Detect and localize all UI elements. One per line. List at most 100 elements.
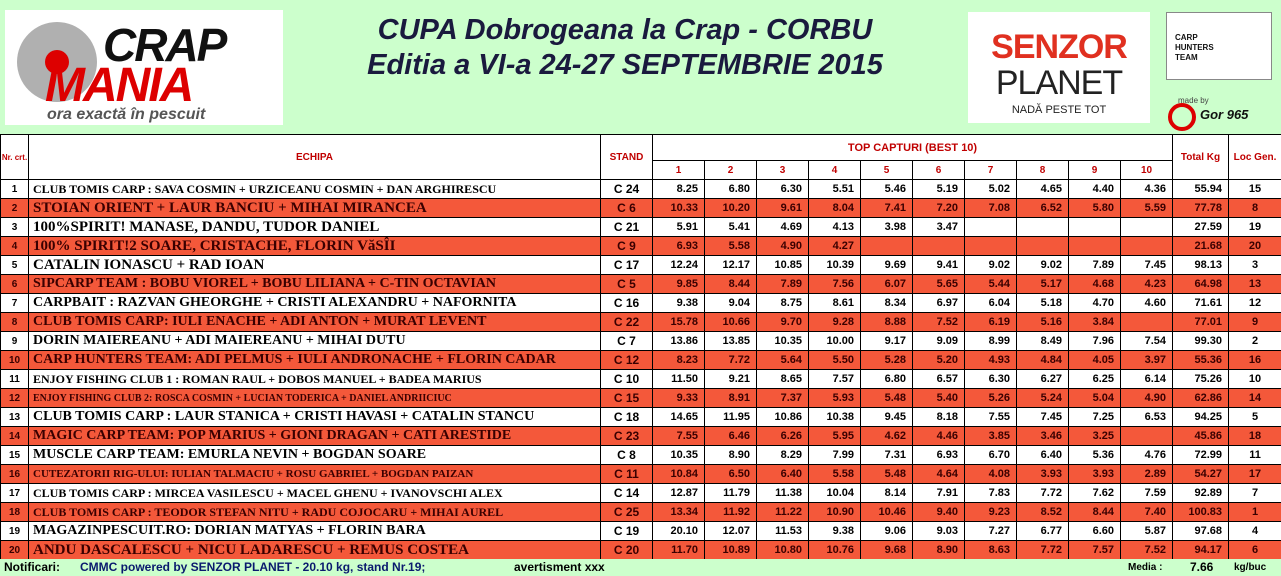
total: 21.68 bbox=[1172, 236, 1230, 256]
capture: 7.89 bbox=[1068, 255, 1121, 275]
capture: 5.16 bbox=[1016, 312, 1069, 332]
empty-cell bbox=[964, 217, 1017, 237]
team-name: CUTEZATORII RIG-ULUI: IULIAN TALMACIU + … bbox=[28, 464, 601, 484]
capture: 9.38 bbox=[652, 293, 705, 313]
table-row: 4 100% SPIRIT!2 SOARE, CRISTACHE, FLORIN … bbox=[0, 236, 1281, 256]
rank: 9 bbox=[1228, 312, 1281, 332]
total: 54.27 bbox=[1172, 464, 1230, 484]
table-head: Nr. crt. ECHIPA STAND TOP CAPTURI (BEST 10)… bbox=[0, 134, 1281, 180]
team-name: ANDU DASCALESCU + NICU LADARESCU + REMUS… bbox=[28, 540, 601, 560]
header-cell: Nr. crt. bbox=[0, 134, 29, 180]
capture: 4.40 bbox=[1068, 179, 1121, 199]
capture: 4.36 bbox=[1119, 179, 1174, 199]
capture: 5.87 bbox=[1119, 521, 1174, 541]
total: 97.68 bbox=[1172, 521, 1230, 541]
capture: 10.00 bbox=[808, 331, 861, 351]
capture: 12.24 bbox=[652, 255, 705, 275]
rank: 6 bbox=[1228, 540, 1281, 560]
capture: 7.25 bbox=[1068, 407, 1121, 427]
rank: 1 bbox=[1228, 502, 1281, 522]
title: Editia a VI-a 24-27 SEPTEMBRIE 2015 bbox=[367, 49, 883, 81]
total: 64.98 bbox=[1172, 274, 1230, 294]
stand: C 5 bbox=[600, 274, 653, 294]
capture: 13.34 bbox=[652, 502, 705, 522]
capture: 10.35 bbox=[652, 445, 705, 465]
capture: 6.19 bbox=[964, 312, 1017, 332]
team-name: SIPCARP TEAM : BOBU VIOREL + BOBU LILIAN… bbox=[28, 274, 601, 294]
capture: 4.68 bbox=[1068, 274, 1121, 294]
table-row: 1 CLUB TOMIS CARP : SAVA COSMIN + URZICEA… bbox=[0, 179, 1281, 199]
table-row: 3 100%SPIRIT! MANASE, DANDU, TUDOR DANIEL… bbox=[0, 217, 1281, 237]
total: 92.89 bbox=[1172, 483, 1230, 503]
team-name: 100%SPIRIT! MANASE, DANDU, TUDOR DANIEL bbox=[28, 217, 601, 237]
capture: 10.76 bbox=[808, 540, 861, 560]
capture: 7.57 bbox=[1068, 540, 1121, 560]
team-name: CARPBAIT : RAZVAN GHEORGHE + CRISTI ALEX… bbox=[28, 293, 601, 313]
table-row: 7 CARPBAIT : RAZVAN GHEORGHE + CRISTI ALE… bbox=[0, 293, 1281, 313]
capture: 5.28 bbox=[860, 350, 913, 370]
table-row: 13 CLUB TOMIS CARP : LAUR STANICA + CRIST… bbox=[0, 407, 1281, 427]
results-table: Nr. crt. ECHIPA STAND TOP CAPTURI (BEST 10)… bbox=[0, 134, 1281, 560]
capture: 7.45 bbox=[1119, 255, 1174, 275]
capture: 6.50 bbox=[704, 464, 757, 484]
capture: 9.02 bbox=[964, 255, 1017, 275]
capture: 6.07 bbox=[860, 274, 913, 294]
capture: 6.97 bbox=[912, 293, 965, 313]
capture: 7.55 bbox=[964, 407, 1017, 427]
rank: 16 bbox=[1228, 350, 1281, 370]
total: 72.99 bbox=[1172, 445, 1230, 465]
capture: 11.53 bbox=[756, 521, 809, 541]
capture: 6.26 bbox=[756, 426, 809, 446]
row-number: 10 bbox=[0, 350, 29, 370]
capture: 8.44 bbox=[1068, 502, 1121, 522]
capture: 7.41 bbox=[860, 198, 913, 218]
header-cell: 2 bbox=[704, 160, 757, 180]
header-cell: STAND bbox=[600, 134, 653, 180]
capture: 2.89 bbox=[1119, 464, 1174, 484]
total: 94.25 bbox=[1172, 407, 1230, 427]
capture: 9.68 bbox=[860, 540, 913, 560]
header: CRAP MANIA ora exactă în pescuit CUPA Do… bbox=[0, 0, 1281, 134]
capture: 8.25 bbox=[652, 179, 705, 199]
table-row: 20 ANDU DASCALESCU + NICU LADARESCU + REM… bbox=[0, 540, 1281, 560]
capture: 7.72 bbox=[1016, 540, 1069, 560]
total: 75.26 bbox=[1172, 369, 1230, 389]
average-value: 7.66 bbox=[1190, 560, 1214, 574]
footer-warning: avertisment xxx bbox=[514, 560, 605, 574]
header-cell: 10 bbox=[1119, 160, 1174, 180]
team-name: CARP HUNTERS TEAM: ADI PELMUS + IULI AND… bbox=[28, 350, 601, 370]
team-name: STOIAN ORIENT + LAUR BANCIU + MIHAI MIRA… bbox=[28, 198, 601, 218]
table-row: 19 MAGAZINPESCUIT.RO: DORIAN MATYAS + FLO… bbox=[0, 521, 1281, 541]
capture: 10.20 bbox=[704, 198, 757, 218]
capture: 9.61 bbox=[756, 198, 809, 218]
capture: 8.61 bbox=[808, 293, 861, 313]
capture: 8.91 bbox=[704, 388, 757, 408]
rank: 18 bbox=[1228, 426, 1281, 446]
total: 62.86 bbox=[1172, 388, 1230, 408]
capture: 10.46 bbox=[860, 502, 913, 522]
logo-word: PLANET bbox=[995, 64, 1123, 102]
capture: 4.65 bbox=[1016, 179, 1069, 199]
capture: 6.30 bbox=[964, 369, 1017, 389]
table-body: 1 CLUB TOMIS CARP : SAVA COSMIN + URZICEA… bbox=[0, 179, 1281, 560]
row-number: 9 bbox=[0, 331, 29, 351]
capture: 7.31 bbox=[860, 445, 913, 465]
capture: 5.17 bbox=[1016, 274, 1069, 294]
table-row: 8 CLUB TOMIS CARP: IULI ENACHE + ADI ANTO… bbox=[0, 312, 1281, 332]
table-row: 15 MUSCLE CARP TEAM: EMURLA NEVIN + BOGDA… bbox=[0, 445, 1281, 465]
capture: 8.18 bbox=[912, 407, 965, 427]
capture: 5.91 bbox=[652, 217, 705, 237]
capture: 9.38 bbox=[808, 521, 861, 541]
capture: 9.70 bbox=[756, 312, 809, 332]
capture: 8.63 bbox=[964, 540, 1017, 560]
row-number: 5 bbox=[0, 255, 29, 275]
logo-word: MANIA bbox=[45, 59, 194, 112]
rank: 20 bbox=[1228, 236, 1281, 256]
capture: 5.02 bbox=[964, 179, 1017, 199]
logo-word: CRAP bbox=[103, 19, 227, 71]
header-cell: 4 bbox=[808, 160, 861, 180]
capture: 8.44 bbox=[704, 274, 757, 294]
made-by: made by bbox=[1178, 96, 1209, 105]
stand: C 24 bbox=[600, 179, 653, 199]
capture: 5.41 bbox=[704, 217, 757, 237]
